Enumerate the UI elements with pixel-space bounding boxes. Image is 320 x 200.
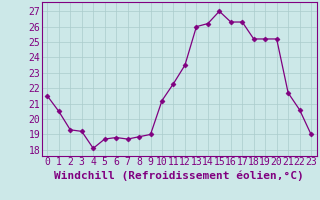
X-axis label: Windchill (Refroidissement éolien,°C): Windchill (Refroidissement éolien,°C)	[54, 170, 304, 181]
